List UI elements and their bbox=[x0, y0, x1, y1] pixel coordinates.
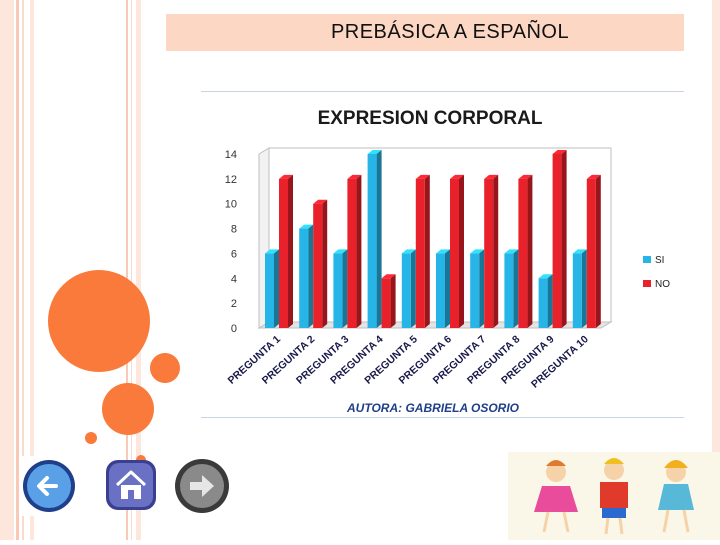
slide-title-bar: PREBÁSICA A ESPAÑOL bbox=[166, 14, 684, 51]
bar-side bbox=[342, 249, 348, 328]
home-icon bbox=[115, 470, 147, 499]
bar-top bbox=[586, 174, 601, 179]
bar-side bbox=[376, 150, 382, 328]
bar-side bbox=[479, 249, 485, 328]
bar-side bbox=[410, 249, 416, 328]
arrow-left-icon bbox=[37, 476, 58, 496]
bar-no-9 bbox=[552, 154, 562, 328]
decorative-circle bbox=[48, 270, 150, 372]
bar-side bbox=[356, 174, 362, 328]
decorative-circle bbox=[85, 432, 97, 444]
bar-si-5 bbox=[401, 253, 411, 328]
bar-side bbox=[527, 174, 533, 328]
bar-no-10 bbox=[586, 178, 596, 328]
bar-no-6 bbox=[450, 178, 459, 328]
bar-side bbox=[459, 174, 464, 328]
y-tick-label: 0 bbox=[231, 323, 237, 335]
bar-top bbox=[265, 249, 279, 254]
y-tick-label: 8 bbox=[231, 224, 237, 236]
children-illustration bbox=[508, 452, 720, 540]
chart-title: EXPRESION CORPORAL bbox=[318, 108, 543, 129]
bar-top bbox=[299, 224, 314, 229]
bar-no-7 bbox=[484, 178, 494, 328]
bar-side bbox=[581, 249, 587, 328]
back-button[interactable] bbox=[20, 456, 78, 516]
forward-button[interactable] bbox=[173, 458, 231, 514]
bar-top bbox=[538, 274, 553, 279]
bar-top bbox=[450, 174, 464, 179]
decorative-stripe bbox=[0, 0, 14, 540]
decorative-stripe bbox=[126, 0, 128, 540]
bar-top bbox=[518, 174, 533, 179]
bar-si-3 bbox=[333, 253, 343, 328]
decorative-stripe bbox=[30, 0, 34, 540]
bar-si-6 bbox=[436, 253, 445, 328]
y-tick-label: 2 bbox=[231, 298, 237, 310]
bar-top bbox=[367, 150, 382, 154]
bar-no-8 bbox=[518, 178, 528, 328]
legend-label: SI bbox=[655, 255, 664, 266]
bar-top bbox=[572, 249, 587, 254]
bar-side bbox=[288, 174, 293, 328]
bar-no-2 bbox=[313, 203, 323, 328]
bar-si-7 bbox=[470, 253, 480, 328]
bar-top bbox=[504, 249, 519, 254]
decorative-stripe bbox=[131, 0, 132, 540]
bar-no-1 bbox=[279, 178, 288, 328]
decorative-circle bbox=[102, 383, 154, 435]
bar-side bbox=[322, 199, 328, 328]
bar-side bbox=[561, 150, 567, 328]
bar-no-4 bbox=[381, 278, 391, 328]
bar-top bbox=[552, 150, 567, 154]
bar-no-5 bbox=[415, 178, 425, 328]
legend-label: NO bbox=[655, 279, 670, 290]
bar-top bbox=[436, 249, 450, 254]
bar-side bbox=[274, 249, 279, 328]
bar-si-10 bbox=[572, 253, 582, 328]
bar-side bbox=[595, 174, 601, 328]
decorative-circle bbox=[150, 353, 180, 383]
bar-top bbox=[470, 249, 485, 254]
bar-si-9 bbox=[538, 278, 548, 328]
bar-si-2 bbox=[299, 228, 309, 328]
y-tick-label: 12 bbox=[225, 174, 237, 186]
y-tick-label: 14 bbox=[225, 149, 237, 161]
bar-no-3 bbox=[347, 178, 357, 328]
decorative-stripe bbox=[16, 0, 19, 540]
bar-top bbox=[279, 174, 293, 179]
legend-swatch bbox=[643, 256, 651, 263]
bar-side bbox=[547, 274, 553, 328]
bar-top bbox=[381, 274, 396, 279]
arrow-right-icon bbox=[190, 475, 214, 497]
bar-si-1 bbox=[265, 253, 274, 328]
bar-si-8 bbox=[504, 253, 514, 328]
y-tick-label: 10 bbox=[225, 199, 237, 211]
decorative-stripe bbox=[22, 0, 24, 540]
bar-side bbox=[513, 249, 519, 328]
slide-title: PREBÁSICA A ESPAÑOL bbox=[330, 21, 570, 43]
bar-side bbox=[445, 249, 450, 328]
home-button[interactable] bbox=[104, 458, 158, 512]
bar-top bbox=[484, 174, 499, 179]
bar-top bbox=[415, 174, 430, 179]
bar-top bbox=[313, 199, 328, 204]
bar-top bbox=[333, 249, 348, 254]
bar-si-4 bbox=[367, 154, 377, 328]
bar-side bbox=[390, 274, 396, 328]
bar-side bbox=[308, 224, 314, 328]
bar-top bbox=[347, 174, 362, 179]
y-tick-label: 4 bbox=[231, 273, 237, 285]
chart-subtitle: AUTORA: GABRIELA OSORIO bbox=[346, 401, 520, 415]
bar-side bbox=[424, 174, 430, 328]
decorative-stripe bbox=[136, 0, 141, 540]
legend-swatch bbox=[643, 280, 651, 287]
bar-top bbox=[401, 249, 416, 254]
y-tick-label: 6 bbox=[231, 248, 237, 260]
bar-side bbox=[493, 174, 499, 328]
decorative-stripe bbox=[712, 0, 720, 540]
